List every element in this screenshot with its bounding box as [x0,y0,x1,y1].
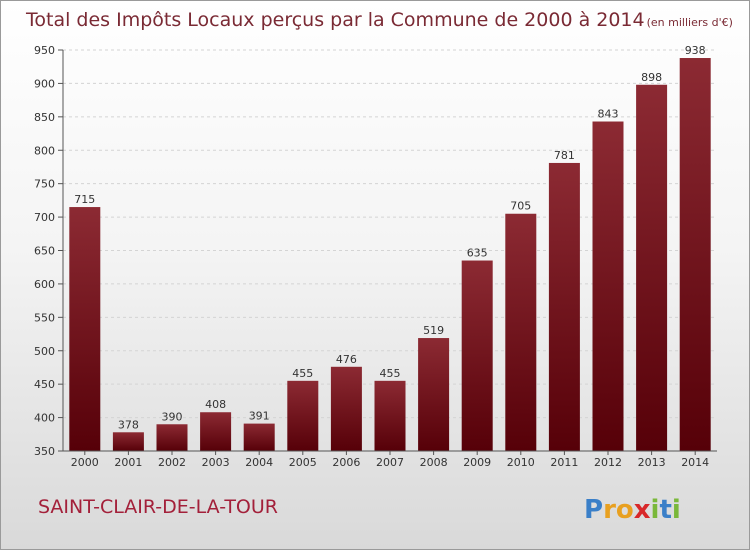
y-tick-label: 700 [34,211,55,224]
logo-letter: r [603,495,616,525]
y-tick-label: 500 [34,345,55,358]
value-label: 378 [118,418,139,431]
bar-2002 [156,424,188,451]
chart-unit: (en milliers d'€) [647,16,733,29]
x-tick-label: 2007 [376,456,404,469]
bar-2010 [505,213,537,451]
y-tick-label: 750 [34,178,55,191]
y-tick-label: 400 [34,412,55,425]
value-label: 898 [641,71,662,84]
y-tick-label: 600 [34,278,55,291]
value-label: 455 [380,367,401,380]
proxiti-logo: Proxiti [584,495,681,525]
x-tick-label: 2000 [71,456,99,469]
bar-2007 [374,380,406,451]
value-label: 938 [685,44,706,57]
bar-2001 [112,432,144,451]
x-tick-label: 2006 [332,456,360,469]
logo-letter: t [659,495,671,525]
value-label: 715 [74,193,95,206]
x-tick-label: 2011 [550,456,578,469]
y-tick-label: 950 [34,44,55,57]
axes: 350 400 450 500 550 600 650 700 750 800 850 900 950 2… [34,44,717,469]
chart-title: Total des Impôts Locaux perçus par la Co… [25,9,733,31]
bar-2003 [200,412,232,451]
bar-2000 [69,207,101,451]
bar-2008 [418,338,450,451]
x-tick-label: 2005 [289,456,317,469]
bar-2009 [461,260,493,451]
bar-2004 [243,423,275,451]
bar-2006 [330,366,362,451]
x-tick-label: 2002 [158,456,186,469]
chart-title-text: Total des Impôts Locaux perçus par la Co… [25,9,645,31]
bar-2011 [548,162,580,451]
y-tick-label: 900 [34,77,55,90]
logo-letter: o [616,495,634,525]
value-label: 843 [598,108,619,121]
value-label: 390 [162,410,183,423]
commune-name: SAINT-CLAIR-DE-LA-TOUR [38,496,278,518]
value-label: 519 [423,324,444,337]
y-tick-label: 450 [34,378,55,391]
value-label: 391 [249,410,270,423]
x-tick-label: 2003 [202,456,230,469]
y-tick-label: 850 [34,111,55,124]
bar-2014 [679,58,711,452]
x-tick-label: 2004 [245,456,273,469]
value-label: 705 [510,200,531,213]
y-tick-label: 550 [34,311,55,324]
bar-2013 [636,84,668,452]
bar-2005 [287,380,319,451]
x-tick-label: 2013 [638,456,666,469]
y-tick-label: 650 [34,245,55,258]
x-tick-label: 2009 [463,456,491,469]
logo-text: Proxiti [584,495,681,525]
bar-2012 [592,121,624,452]
bars: 715 378 390 408 391 455 476 455 519 635 705 781 843 8… [69,44,711,452]
x-tick-label: 2001 [114,456,142,469]
y-tick-label: 350 [34,445,55,458]
value-label: 476 [336,353,357,366]
logo-letter: i [651,495,660,525]
logo-letter: P [584,495,603,525]
logo-letter: i [672,495,681,525]
x-tick-label: 2008 [420,456,448,469]
value-label: 408 [205,398,226,411]
x-tick-label: 2012 [594,456,622,469]
x-tick-label: 2010 [507,456,535,469]
y-tick-label: 800 [34,144,55,157]
x-tick-label: 2014 [681,456,709,469]
value-label: 781 [554,149,575,162]
value-label: 455 [292,367,313,380]
value-label: 635 [467,247,488,260]
logo-letter: x [634,495,651,525]
